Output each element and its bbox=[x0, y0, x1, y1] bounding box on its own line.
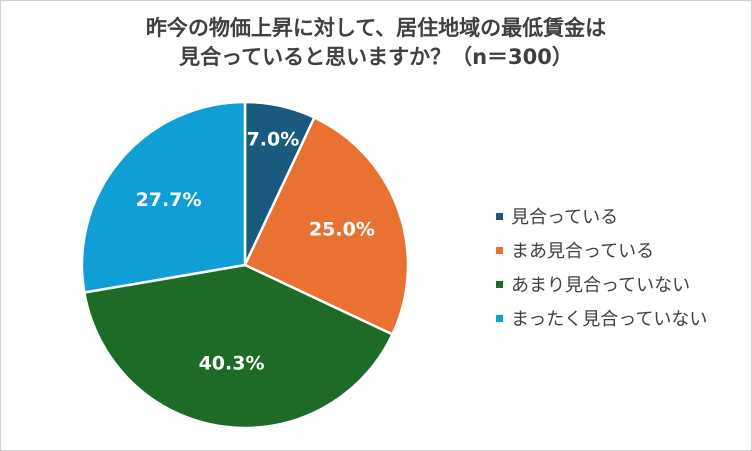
slice-data-label-1: 7.0% bbox=[247, 129, 300, 151]
chart-title: 昨今の物価上昇に対して、居住地域の最低賃金は 見合っていると思いますか？（n＝3… bbox=[0, 14, 752, 72]
slice-data-label-4: 27.7% bbox=[136, 189, 202, 211]
legend-item-3: あまり見合っていない bbox=[496, 267, 707, 301]
legend-swatch-2 bbox=[496, 246, 503, 254]
chart-title-line-1: 昨今の物価上昇に対して、居住地域の最低賃金は bbox=[145, 16, 607, 40]
legend-item-2: まあ見合っている bbox=[496, 233, 707, 267]
slice-data-label-2: 25.0% bbox=[309, 219, 375, 241]
legend-label-4: まったく見合っていない bbox=[511, 309, 708, 330]
legend: 見合っているまあ見合っているあまり見合っていない まったく見合っていない bbox=[496, 199, 707, 335]
legend-label-2: まあ見合っている bbox=[511, 241, 655, 262]
pie-slice-3 bbox=[83, 263, 394, 430]
pie-slice-4 bbox=[80, 100, 247, 294]
legend-swatch-3 bbox=[496, 280, 503, 288]
legend-label-3: あまり見合っていない bbox=[511, 275, 691, 296]
pie-slice-2 bbox=[243, 116, 410, 336]
chart-title-line-2: 見合っていると思いますか？（n＝300） bbox=[179, 45, 573, 69]
legend-swatch-4 bbox=[496, 314, 503, 322]
legend-item-4: まったく見合っていない bbox=[496, 301, 707, 335]
legend-swatch-1 bbox=[496, 212, 503, 220]
legend-item-1: 見合っている bbox=[496, 199, 707, 233]
slice-data-label-3: 40.3% bbox=[199, 353, 265, 375]
legend-label-1: 見合っている bbox=[511, 207, 619, 228]
